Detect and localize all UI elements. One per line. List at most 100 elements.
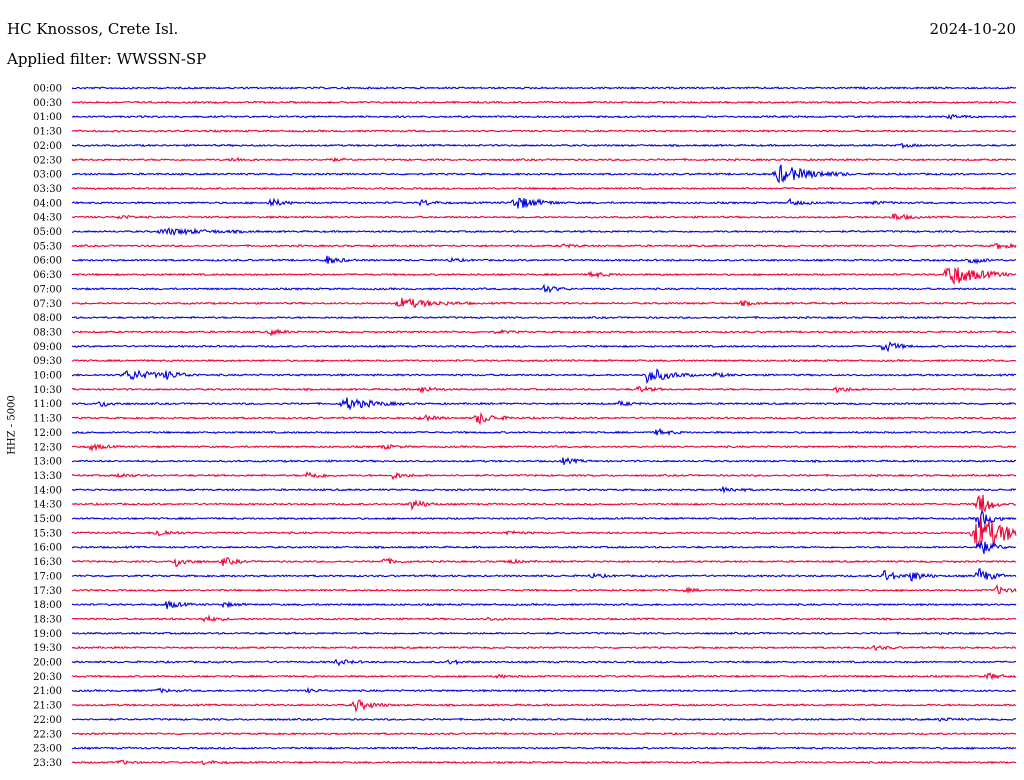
trace-line — [71, 494, 1017, 513]
trace-line — [71, 328, 1017, 337]
y-axis-label: HHZ - 5000 — [6, 395, 18, 455]
time-label: 09:30 — [33, 356, 62, 367]
time-label: 02:30 — [33, 155, 62, 166]
trace-line — [71, 242, 1017, 250]
time-label: 14:30 — [33, 500, 62, 511]
trace-line — [71, 100, 1017, 105]
time-label: 03:00 — [33, 170, 62, 181]
time-label: 15:30 — [33, 528, 62, 539]
trace-line — [71, 746, 1017, 750]
time-label: 23:00 — [33, 744, 62, 755]
time-label: 02:00 — [33, 141, 62, 152]
time-label: 15:00 — [33, 514, 62, 525]
time-label: 05:30 — [33, 241, 62, 252]
time-label: 04:00 — [33, 198, 62, 209]
time-label: 09:00 — [33, 342, 62, 353]
time-label: 07:30 — [33, 299, 62, 310]
trace-line — [71, 471, 1017, 481]
time-label: 18:30 — [33, 614, 62, 625]
time-label: 00:30 — [33, 98, 62, 109]
trace-line — [71, 731, 1017, 736]
time-label: 20:30 — [33, 672, 62, 683]
trace-line — [71, 672, 1017, 681]
trace-line — [71, 213, 1017, 222]
time-label: 20:00 — [33, 658, 62, 669]
trace-line — [71, 599, 1017, 610]
trace-line — [71, 509, 1017, 528]
trace-line — [71, 557, 1017, 567]
trace-line — [71, 283, 1017, 294]
time-label: 13:30 — [33, 471, 62, 482]
trace-line — [71, 315, 1017, 320]
trace-line — [71, 583, 1017, 595]
trace-line — [71, 486, 1017, 495]
trace-line — [71, 385, 1017, 394]
time-label: 01:30 — [33, 127, 62, 138]
time-label: 21:30 — [33, 701, 62, 712]
trace-line — [71, 341, 1017, 353]
trace-line — [71, 568, 1017, 582]
time-label: 12:30 — [33, 442, 62, 453]
trace-line — [71, 129, 1017, 133]
trace-line — [71, 759, 1017, 766]
time-label: 06:30 — [33, 270, 62, 281]
trace-line — [71, 516, 1017, 549]
time-label: 19:30 — [33, 643, 62, 654]
filter-label: Applied filter: WWSSN-SP — [7, 50, 207, 68]
time-label: 18:00 — [33, 600, 62, 611]
trace-line — [71, 397, 1017, 411]
trace-line — [71, 427, 1017, 436]
trace-line — [71, 717, 1017, 723]
trace-line — [71, 86, 1017, 90]
time-label: 10:30 — [33, 385, 62, 396]
trace-line — [71, 227, 1017, 237]
trace-line — [71, 186, 1017, 191]
trace-line — [71, 644, 1017, 652]
time-label: 03:30 — [33, 184, 62, 195]
time-label: 17:30 — [33, 586, 62, 597]
time-label: 08:00 — [33, 313, 62, 324]
time-label: 07:00 — [33, 284, 62, 295]
time-label: 22:30 — [33, 729, 62, 740]
time-label: 05:00 — [33, 227, 62, 238]
trace-line — [71, 113, 1017, 121]
time-label: 14:00 — [33, 485, 62, 496]
trace-line — [71, 156, 1017, 163]
trace-line — [71, 266, 1017, 286]
time-label: 23:30 — [33, 758, 62, 769]
trace-line — [71, 456, 1017, 465]
trace-line — [71, 614, 1017, 623]
trace-line — [71, 631, 1017, 636]
time-label: 12:00 — [33, 428, 62, 439]
trace-line — [71, 142, 1017, 150]
trace-line — [71, 368, 1017, 385]
time-label: 06:00 — [33, 256, 62, 267]
trace-line — [71, 358, 1017, 363]
time-label: 08:30 — [33, 327, 62, 338]
date-label: 2024-10-20 — [929, 20, 1016, 38]
trace-line — [71, 699, 1017, 713]
trace-line — [71, 541, 1017, 555]
trace-line — [71, 686, 1017, 694]
trace-line — [71, 443, 1017, 453]
trace-line — [71, 297, 1017, 309]
time-label: 00:00 — [33, 84, 62, 95]
station-name: HC Knossos, Crete Isl. — [7, 20, 179, 38]
time-label: 11:00 — [33, 399, 62, 410]
time-label: 10:00 — [33, 371, 62, 382]
trace-line — [71, 197, 1017, 209]
time-label: 17:00 — [33, 571, 62, 582]
time-label: 21:00 — [33, 686, 62, 697]
trace-line — [71, 164, 1017, 184]
time-label: 13:00 — [33, 457, 62, 468]
trace-line — [71, 255, 1017, 265]
time-label: 16:00 — [33, 543, 62, 554]
time-label: 11:30 — [33, 414, 62, 425]
time-label: 22:00 — [33, 715, 62, 726]
trace-line — [71, 658, 1017, 667]
trace-line — [71, 411, 1017, 426]
time-label: 19:00 — [33, 629, 62, 640]
time-label: 16:30 — [33, 557, 62, 568]
time-label: 04:30 — [33, 213, 62, 224]
